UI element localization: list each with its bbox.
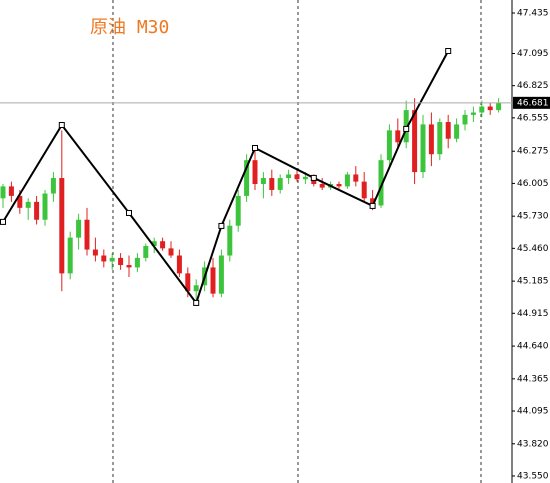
candle-body	[118, 257, 124, 266]
candle-body	[286, 174, 292, 179]
period-separators	[112, 0, 482, 483]
zigzag-point	[369, 202, 376, 209]
candle-body	[294, 174, 300, 180]
candle-body	[210, 267, 216, 294]
candle-body	[59, 178, 65, 274]
candle-body	[67, 237, 73, 274]
candle-body	[386, 130, 392, 161]
candle-body	[50, 178, 56, 194]
candle-body	[462, 114, 468, 125]
y-tick-label: 44.640	[517, 342, 549, 352]
candle-body	[395, 130, 401, 143]
candle-body	[227, 225, 233, 256]
candle-body	[235, 195, 241, 226]
candle-body	[244, 160, 250, 196]
last-price-label: 46.681	[517, 98, 549, 108]
candle-body	[454, 124, 460, 139]
candle-body	[168, 248, 174, 256]
candle-body	[84, 219, 90, 250]
zigzag-point	[58, 122, 65, 129]
candle-body	[176, 255, 182, 274]
y-tick-label: 44.915	[517, 309, 549, 319]
y-tick-label: 47.095	[517, 49, 549, 59]
candle-body	[151, 241, 157, 246]
candle-body	[470, 112, 476, 115]
y-tick-label: 46.005	[517, 179, 549, 189]
candle-body	[302, 176, 308, 180]
candle-body	[277, 178, 283, 190]
candle-body	[437, 122, 443, 155]
zigzag-point	[403, 125, 410, 132]
candle-body	[17, 195, 23, 208]
zigzag-point	[252, 145, 258, 152]
y-tick-label: 46.275	[517, 147, 549, 157]
candle-body	[487, 106, 493, 111]
candle-body	[193, 285, 199, 292]
zigzag-point	[126, 209, 132, 216]
candle-body	[445, 122, 451, 139]
y-tick-label: 44.095	[517, 407, 549, 417]
candle-body	[92, 249, 98, 256]
last-price-tag	[513, 96, 550, 109]
candle-body	[479, 106, 485, 113]
zigzag-point	[310, 174, 317, 181]
y-tick-label: 43.550	[517, 471, 549, 481]
candle-body	[496, 102, 502, 111]
zigzag-line	[2, 50, 450, 306]
candle-body	[370, 198, 376, 206]
candle-body	[260, 178, 266, 184]
zigzag-point	[445, 48, 452, 55]
candle-body	[420, 124, 426, 173]
candle-body	[428, 124, 434, 155]
candle-body	[344, 174, 350, 187]
zigzag-point	[193, 299, 200, 306]
y-tick-label: 45.730	[517, 212, 549, 222]
candle-body	[8, 186, 14, 196]
candle-body	[143, 245, 149, 258]
candle-body	[134, 257, 140, 268]
zigzag-point	[0, 218, 6, 225]
y-tick-label: 47.435	[517, 8, 549, 18]
candle-body	[76, 219, 82, 238]
candle-body	[25, 201, 31, 208]
candle-body	[336, 184, 342, 187]
candle-body	[361, 181, 367, 199]
y-tick-label: 46.555	[517, 113, 549, 123]
candle-body	[252, 160, 258, 184]
candle-body	[218, 255, 224, 294]
candle-body	[269, 178, 275, 190]
candle-body	[34, 201, 40, 220]
chart-title: 原油 M30	[90, 17, 169, 38]
y-tick-label: 45.460	[517, 244, 549, 254]
zigzag-point	[218, 222, 225, 229]
candle-body	[160, 241, 166, 249]
y-tick-label: 46.825	[517, 81, 549, 91]
candle-body	[101, 255, 107, 262]
y-tick-label: 45.185	[517, 277, 549, 287]
candle-body	[412, 110, 418, 173]
candle-body	[319, 184, 325, 188]
candle-body	[0, 186, 6, 199]
y-tick-label: 44.365	[517, 374, 549, 384]
candle-body	[42, 193, 48, 220]
candle-body	[353, 174, 359, 182]
candle-body	[109, 257, 115, 262]
candle-body	[378, 160, 384, 206]
candle-body	[126, 265, 132, 268]
y-tick-label: 43.820	[517, 439, 549, 449]
candle-body	[185, 273, 191, 292]
